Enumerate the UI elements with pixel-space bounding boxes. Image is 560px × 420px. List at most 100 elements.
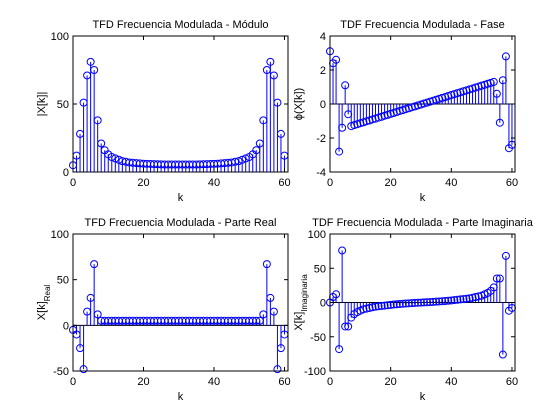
stem-marker xyxy=(374,302,383,311)
stem-marker xyxy=(392,300,401,309)
stem-marker xyxy=(395,300,404,309)
x-tick-label: 60 xyxy=(278,177,290,189)
stem-marker xyxy=(107,153,116,162)
y-tick-label: 2 xyxy=(320,65,326,77)
y-tick-label: 4 xyxy=(320,31,326,43)
y-axis-label: X[k]Real xyxy=(36,285,52,321)
stem-marker xyxy=(335,147,344,156)
stem-marker xyxy=(495,274,504,283)
x-axis-label: k xyxy=(420,391,426,403)
x-tick-label: 0 xyxy=(70,177,76,189)
stem-marker xyxy=(97,139,106,148)
stem-marker xyxy=(410,298,419,307)
x-tick-label: 20 xyxy=(137,376,149,388)
y-axis-label: ϕ(X[k]) xyxy=(293,88,305,120)
y-tick-label: 0 xyxy=(320,298,326,310)
stem-marker xyxy=(401,299,410,308)
y-tick-label: 50 xyxy=(314,263,326,275)
axes-frame xyxy=(72,233,289,372)
stem-marker xyxy=(362,304,371,313)
axes-title: TDF Frecuencia Modulada - Fase xyxy=(340,19,504,31)
x-tick-label: 20 xyxy=(137,177,149,189)
y-tick-label: 0 xyxy=(63,167,69,179)
x-tick-label: 20 xyxy=(385,177,397,189)
x-tick-label: 40 xyxy=(208,177,220,189)
y-axis-label-main: X[k] xyxy=(36,301,48,320)
x-tick-label: 0 xyxy=(327,376,333,388)
y-tick-label: 0 xyxy=(63,320,69,332)
stem-marker xyxy=(111,154,120,163)
stem-marker xyxy=(344,322,353,331)
stem-marker xyxy=(389,300,398,309)
stem-marker xyxy=(359,305,368,314)
stem-marker xyxy=(407,299,416,308)
stem-marker xyxy=(398,299,407,308)
stem-marker xyxy=(404,299,413,308)
y-tick-label: -4 xyxy=(316,167,326,179)
x-tick-label: 40 xyxy=(445,376,457,388)
x-tick-label: 20 xyxy=(385,376,397,388)
stem-marker xyxy=(269,71,278,80)
y-tick-label: -2 xyxy=(316,133,326,145)
x-axis-label: k xyxy=(178,192,184,204)
stem-marker xyxy=(79,365,88,374)
stem-marker xyxy=(368,303,377,312)
y-tick-label: -100 xyxy=(304,366,326,378)
axes-background xyxy=(73,36,288,172)
stem-marker xyxy=(380,301,389,310)
y-tick-label: 50 xyxy=(57,275,69,287)
stem-marker xyxy=(90,260,99,269)
stem-marker xyxy=(495,118,504,127)
y-axis-label: X[k]Imaginaria xyxy=(293,274,309,331)
stem-marker xyxy=(276,129,285,138)
stem-marker xyxy=(338,246,347,255)
x-tick-label: 60 xyxy=(506,376,518,388)
stem-marker xyxy=(383,301,392,310)
stem-marker xyxy=(365,303,374,312)
stem-marker xyxy=(501,251,510,260)
y-axis-label-subscript: Imaginaria xyxy=(300,274,309,312)
stem-marker xyxy=(114,155,123,164)
stem-marker xyxy=(262,260,271,269)
y-axis-label-main: ϕ(X[k]) xyxy=(293,88,305,120)
stem-marker xyxy=(498,350,507,359)
stem-marker xyxy=(341,81,350,90)
y-axis-label-main: |X[k]| xyxy=(36,92,48,117)
stem-marker xyxy=(266,57,275,66)
y-tick-label: 100 xyxy=(308,229,326,241)
axes-background xyxy=(73,234,288,371)
y-tick-label: 50 xyxy=(57,99,69,111)
y-tick-label: 0 xyxy=(320,99,326,111)
stem-marker xyxy=(90,66,99,74)
axes-title: TFD Frecuencia Modulada - Módulo xyxy=(92,19,268,31)
y-axis-label-main: X[k] xyxy=(293,312,305,331)
stem-marker xyxy=(86,57,95,66)
x-axis-label: k xyxy=(420,192,426,204)
y-tick-label: 100 xyxy=(51,31,69,43)
stem-marker xyxy=(93,116,102,125)
x-axis-label: k xyxy=(178,391,184,403)
x-tick-label: 0 xyxy=(327,177,333,189)
axes-title: TFD Frecuencia Modulada - Parte Real xyxy=(85,217,277,229)
stem-marker xyxy=(332,290,341,299)
stem-marker xyxy=(335,345,344,354)
stem-marker xyxy=(377,301,386,310)
stem-marker xyxy=(338,123,347,132)
y-axis-label: |X[k]| xyxy=(36,92,48,117)
x-tick-label: 40 xyxy=(445,177,457,189)
stem-marker xyxy=(332,55,341,64)
stem-marker xyxy=(273,98,282,107)
stem-marker xyxy=(386,300,395,309)
stem-marker xyxy=(501,52,510,61)
axes-title: TDF Frecuencia Modulada - Parte Imaginar… xyxy=(312,217,534,229)
stem-marker xyxy=(489,77,498,86)
stem-marker xyxy=(269,307,278,316)
stem-marker xyxy=(413,298,422,307)
y-axis-label-subscript: Real xyxy=(43,285,52,302)
stem-marker xyxy=(276,344,285,353)
stem-marker xyxy=(266,293,275,302)
y-tick-label: -50 xyxy=(310,332,326,344)
stem-marker xyxy=(93,310,102,319)
x-tick-label: 60 xyxy=(506,177,518,189)
